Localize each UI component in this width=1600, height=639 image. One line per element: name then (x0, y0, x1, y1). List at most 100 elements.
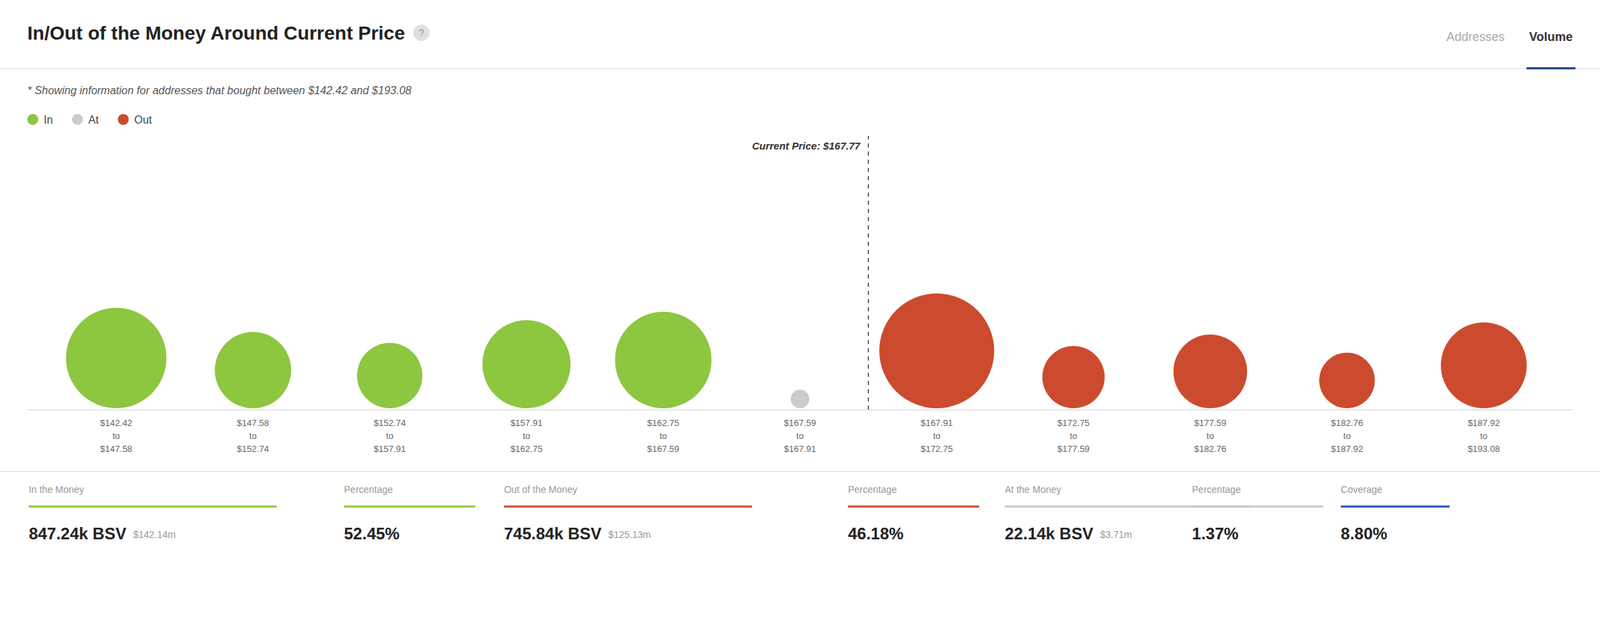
x-tick-label-line: to (112, 431, 121, 442)
bubble (1440, 322, 1527, 409)
stat-underline (344, 506, 476, 509)
x-tick-label: $152.74 to $157.91 (373, 418, 406, 455)
stat-label: Percentage (344, 484, 394, 496)
bubble (879, 293, 995, 409)
x-tick-label-line: $162.75 (646, 418, 680, 429)
x-tick-label-line: $157.91 (373, 444, 406, 455)
x-tick-label: $142.42 to $147.58 (100, 418, 133, 455)
stat-underline (847, 506, 979, 509)
bubble (1042, 346, 1105, 409)
stat-value: 8.80% (1341, 524, 1388, 544)
tab[interactable]: Volume (1528, 30, 1573, 44)
x-tick-label-line: $182.76 (1194, 444, 1227, 455)
bubble (1173, 334, 1248, 409)
bubble (1319, 352, 1376, 409)
x-tick-label-line: $147.58 (237, 418, 270, 429)
stat-label: At the Money (1004, 484, 1062, 496)
x-tick-label-line: to (1343, 431, 1351, 442)
legend: In At Out (27, 114, 153, 126)
x-tick-label-line: to (522, 431, 531, 442)
help-badge: ? (418, 26, 425, 39)
x-tick-label-line: to (659, 431, 667, 442)
subtitle: * Showing information for addresses that… (27, 84, 412, 97)
stat-subvalue: $125.13m (608, 529, 652, 541)
x-tick-label-line: $177.59 (1194, 418, 1227, 429)
x-axis-line (27, 409, 1573, 412)
x-tick-label: $167.59 to $167.91 (784, 418, 817, 455)
stat-value: 52.45% (344, 524, 400, 544)
x-tick-label-line: $152.74 (373, 418, 406, 429)
stat-label: Out of the Money (504, 484, 578, 496)
help-badge-circle (413, 24, 430, 41)
x-tick-label: $177.59 to $182.76 (1194, 418, 1227, 455)
bubble (357, 342, 423, 409)
legend-label: In (43, 114, 53, 126)
x-tick-label-line: to (933, 431, 941, 442)
bubble (66, 308, 167, 409)
stat-underline (28, 506, 277, 509)
x-tick-label-line: to (1069, 431, 1078, 442)
stat-subvalue: $142.14m (133, 529, 176, 541)
x-tick-label-line: $172.75 (1057, 418, 1090, 429)
x-tick-label-line: $167.91 (784, 444, 817, 455)
x-tick-label: $162.75 to $167.59 (646, 418, 680, 455)
x-tick-label-line: $142.42 (100, 418, 133, 429)
stat-underline (1341, 506, 1450, 509)
stat-label: Coverage (1341, 484, 1383, 496)
bubbles (66, 293, 1527, 409)
stat-value: 22.14k BSV (1004, 524, 1094, 544)
stat-subvalue: $3.71m (1099, 529, 1133, 541)
x-tick-label-line: $177.59 (1057, 444, 1090, 455)
x-tick-label-line: $162.75 (510, 444, 543, 455)
x-tick-label-line: $193.08 (1467, 444, 1500, 455)
x-tick-label-line: $187.92 (1467, 418, 1500, 429)
x-tick-label-line: $167.91 (920, 418, 954, 429)
bubble (482, 320, 571, 409)
x-tick-label-line: $152.74 (237, 444, 270, 455)
x-tick-label-line: to (385, 431, 394, 442)
title: In/Out of the Money Around Current Price (27, 22, 406, 44)
legend-marker (71, 114, 83, 126)
x-tick-label: $172.75 to $177.59 (1057, 418, 1090, 455)
current-price-line (867, 135, 870, 410)
stat-value: 1.37% (1192, 524, 1239, 544)
x-tick-label-line: $157.91 (510, 418, 543, 429)
x-tick-label-line: $167.59 (646, 444, 680, 455)
x-tick-label: $167.91 to $172.75 (920, 418, 954, 455)
bubble (214, 332, 292, 409)
legend-label: Out (133, 114, 152, 126)
stat-underline (504, 506, 753, 509)
stat-label: Percentage (847, 484, 898, 496)
legend-label: At (88, 114, 100, 126)
legend-marker (27, 114, 39, 126)
background (0, 0, 1600, 639)
current-price-label: Current Price: $167.77 (752, 140, 861, 152)
x-tick-label: $182.76 to $187.92 (1330, 418, 1363, 455)
stats-separator (0, 471, 1600, 473)
x-tick-label-line: $167.59 (784, 418, 817, 429)
stat-label: In the Money (28, 484, 85, 496)
stat-value: 847.24k BSV (28, 524, 127, 544)
header-separator (0, 68, 1600, 70)
stat-value: 745.84k BSV (504, 524, 602, 544)
x-tick-label-line: to (1206, 431, 1215, 442)
stat-label: Percentage (1192, 484, 1242, 496)
x-tick-label-line: to (249, 431, 257, 442)
stat-value: 46.18% (847, 524, 904, 544)
x-tick-label: $147.58 to $152.74 (237, 418, 270, 455)
x-tick-label-line: to (796, 431, 805, 442)
bubble (614, 312, 712, 409)
x-tick-label-line: $182.76 (1330, 418, 1363, 429)
active-tab-underline (1526, 67, 1576, 70)
x-tick-label: $157.91 to $162.75 (510, 418, 543, 455)
x-tick-label: $187.92 to $193.08 (1467, 418, 1500, 455)
bubble (790, 390, 809, 409)
x-tick-label-line: to (1479, 431, 1488, 442)
tab[interactable]: Addresses (1446, 30, 1505, 44)
x-tick-label-line: $187.92 (1330, 444, 1363, 455)
x-tick-label-line: $147.58 (100, 444, 133, 455)
chart: In/Out of the Money Around Current Price… (0, 0, 1600, 639)
stat-underline (1192, 506, 1324, 509)
legend-marker (117, 114, 129, 126)
x-tick-label-line: $172.75 (920, 444, 954, 455)
